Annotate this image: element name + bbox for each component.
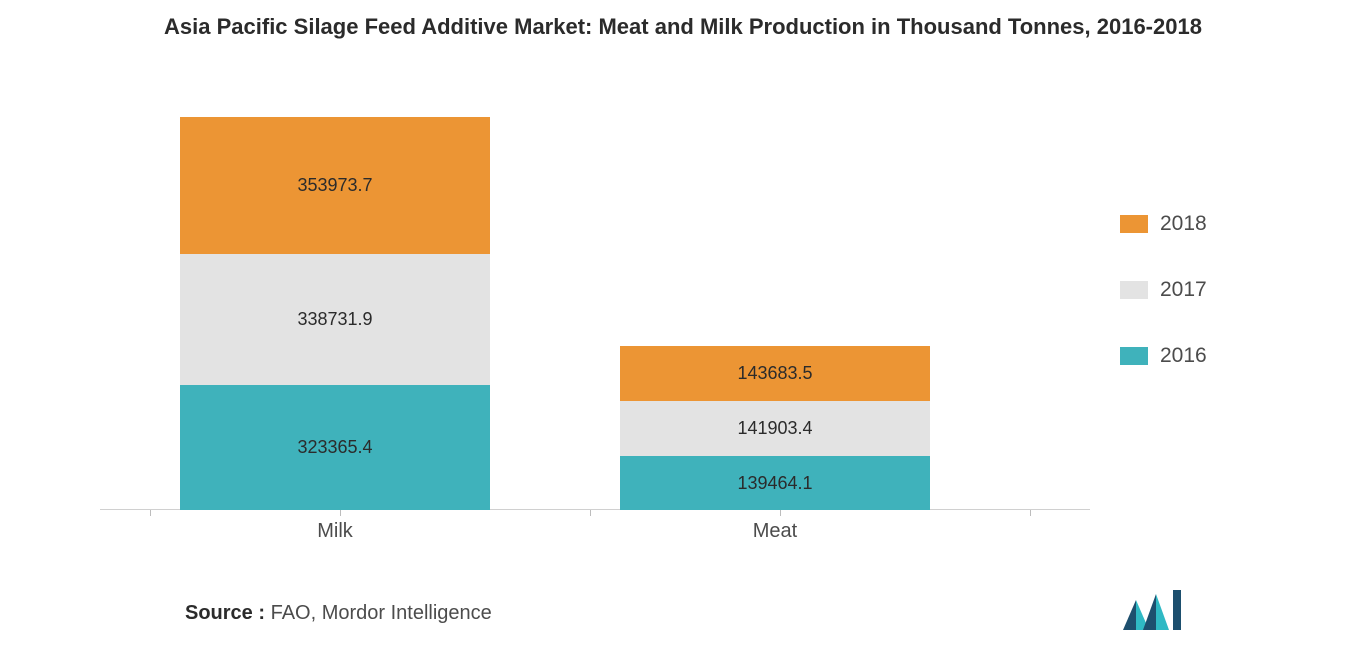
bar-segment: 338731.9	[180, 254, 490, 385]
source-line: Source : FAO, Mordor Intelligence	[185, 602, 492, 625]
legend-swatch	[1120, 281, 1148, 299]
legend-item: 2017	[1120, 278, 1260, 302]
category-label: Milk	[180, 520, 490, 543]
legend-label: 2016	[1160, 344, 1207, 368]
x-tick	[340, 510, 341, 516]
chart-area: 323365.4338731.9353973.7Milk 139464.11419…	[100, 70, 1260, 510]
bar-segment: 139464.1	[620, 456, 930, 510]
x-tick	[1030, 510, 1031, 516]
bar-stack-meat: 139464.1141903.4143683.5Meat	[620, 346, 930, 510]
plot-area: 323365.4338731.9353973.7Milk 139464.11419…	[100, 70, 1090, 510]
bar-stack-milk: 323365.4338731.9353973.7Milk	[180, 117, 490, 510]
source-text: FAO, Mordor Intelligence	[265, 602, 492, 624]
x-tick	[150, 510, 151, 516]
x-tick	[780, 510, 781, 516]
legend-swatch	[1120, 215, 1148, 233]
category-label: Meat	[620, 520, 930, 543]
bar-segment: 353973.7	[180, 117, 490, 254]
chart-title: Asia Pacific Silage Feed Additive Market…	[0, 0, 1366, 40]
legend-item: 2016	[1120, 344, 1260, 368]
bar-segment: 143683.5	[620, 346, 930, 402]
source-label: Source :	[185, 602, 265, 624]
bar-segment: 141903.4	[620, 401, 930, 456]
legend-label: 2017	[1160, 278, 1207, 302]
legend-label: 2018	[1160, 212, 1207, 236]
brand-logo	[1123, 590, 1181, 635]
x-tick	[590, 510, 591, 516]
legend-swatch	[1120, 347, 1148, 365]
bar-segment: 323365.4	[180, 385, 490, 510]
legend: 2018 2017 2016	[1090, 70, 1260, 510]
legend-item: 2018	[1120, 212, 1260, 236]
